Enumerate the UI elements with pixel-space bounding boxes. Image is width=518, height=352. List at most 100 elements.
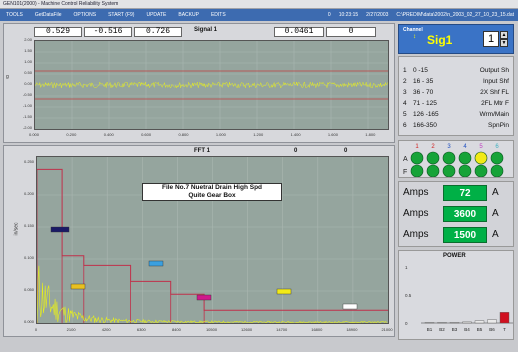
channel-row-number: 6 <box>403 122 407 129</box>
channel-label: Channel <box>403 27 423 33</box>
channel-row-range: 0 -15 <box>413 67 428 74</box>
channel-row-number: 1 <box>403 67 407 74</box>
signal-y-tick: 2.00 <box>24 37 32 42</box>
signal-y-tick: -1.00 <box>22 103 32 108</box>
menu-backup[interactable]: BACKUP <box>178 12 199 18</box>
signal-readout-2: -0.516 <box>84 27 132 37</box>
menu-options[interactable]: OPTIONS <box>73 12 97 18</box>
signal-x-tick: 1.400 <box>290 132 301 137</box>
signal-x-tick: 1.600 <box>327 132 338 137</box>
title-bar: GEN101(2000) - Machine Control Reliabili… <box>0 0 518 9</box>
led-indicator <box>410 151 424 165</box>
led-indicator <box>410 164 424 178</box>
status-area: 0 10:23:15 2/27/2003 C:\PREDIM\data\2002… <box>324 12 518 18</box>
channel-range-table: 1 0 -15 Output Sh 2 16 - 35 Input Shf 3 36 - 70… <box>398 56 514 136</box>
power-panel: POWER 1 0.5 0 B1 B2 B3 B4 B5 B6 T <box>398 250 514 340</box>
channel-selector: Channel ↕ Sig1 1 ▲ ▼ <box>398 24 514 54</box>
fft-y-tick: 0.150 <box>23 223 34 228</box>
fft-x-tick: 12600 <box>241 327 253 332</box>
signal-x-tick: 1.800 <box>365 132 376 137</box>
channel-row-number: 2 <box>403 78 407 85</box>
status-count: 0 <box>327 12 331 18</box>
status-time: 10:23:15 <box>338 12 359 18</box>
signal-ylabel: g <box>6 74 9 80</box>
fft-x-tick: 6300 <box>136 327 146 332</box>
signal-x-tick: 0.800 <box>178 132 189 137</box>
signal-readout-4: 0.0461 <box>274 27 324 37</box>
signal-x-tick: 0.600 <box>141 132 152 137</box>
channel-row-range: 126 -165 <box>413 111 439 118</box>
power-bar-label: B6 <box>489 327 495 332</box>
power-title: POWER <box>443 253 466 259</box>
fft-annotation: File No.7 Nuetral Drain High Spd Quite G… <box>142 183 282 201</box>
spin-down-icon[interactable]: ▼ <box>500 39 508 47</box>
signal-x-tick: 0.000 <box>28 132 39 137</box>
menu-start[interactable]: START (F9) <box>108 12 135 18</box>
amps-label: Amps <box>403 187 429 198</box>
fft-plot: File No.7 Nuetral Drain High Spd Quite G… <box>36 156 389 324</box>
power-chart-svg: 1 0.5 0 B1 B2 B3 B4 B5 B6 T <box>405 265 513 332</box>
led-indicator <box>490 151 504 165</box>
led-indicator <box>490 164 504 178</box>
signal-y-tick: 1.00 <box>24 59 32 64</box>
fft-x-tick: 8400 <box>171 327 181 332</box>
signal-y-tick: 1.50 <box>24 48 32 53</box>
signal-panel: 0.529 -0.516 0.726 Signal 1 0.0461 0 2.0… <box>3 23 395 143</box>
fft-x-tick: 14700 <box>276 327 288 332</box>
amps-value: 1500 <box>443 226 487 243</box>
fft-x-tick: 18900 <box>346 327 358 332</box>
power-bar-label: B3 <box>452 327 458 332</box>
amps-row: Amps 1500 A <box>399 224 513 245</box>
power-y-tick: 0.5 <box>405 293 412 298</box>
power-bar-label: B4 <box>464 327 470 332</box>
status-date: 2/27/2003 <box>366 12 389 18</box>
channel-row: 2 16 - 35 Input Shf <box>399 76 513 87</box>
fft-readout-2: 0 <box>344 148 348 154</box>
led-column-number: 2 <box>431 144 435 150</box>
fft-y-tick: 0.250 <box>23 159 34 164</box>
led-indicator <box>442 164 456 178</box>
signal-readout-3: 0.726 <box>134 27 182 37</box>
amps-unit: A <box>492 229 499 240</box>
fft-band-marker <box>342 303 358 310</box>
power-bar <box>424 322 435 324</box>
amps-panel: Amps 72 A Amps 3600 A Amps 1500 A <box>398 181 514 247</box>
fft-x-tick: 16800 <box>311 327 323 332</box>
fft-spectrum-line <box>36 265 388 324</box>
menu-get-data-file[interactable]: GetDataFile <box>34 12 62 18</box>
power-bar <box>474 320 485 324</box>
power-bar <box>462 321 472 324</box>
channel-row-number: 3 <box>403 89 407 96</box>
channel-row-range: 166-350 <box>413 122 437 129</box>
menu-tools[interactable]: TOOLS <box>6 12 23 18</box>
fft-readout-1: 0 <box>294 148 298 154</box>
fft-y-tick: 0.200 <box>23 191 34 196</box>
fft-x-tick: 0 <box>34 327 38 332</box>
led-row-label: F <box>403 169 407 176</box>
channel-row-number: 5 <box>403 111 407 118</box>
amps-unit: A <box>492 187 499 198</box>
power-bar-label: B5 <box>477 327 483 332</box>
amps-unit: A <box>492 208 499 219</box>
led-column-number: 1 <box>415 144 419 150</box>
fft-x-tick: 21000 <box>381 327 393 332</box>
signal-readout-1: 0.529 <box>34 27 82 37</box>
signal-y-tick: -1.50 <box>22 114 32 119</box>
amps-label: Amps <box>403 229 429 240</box>
menu-edits[interactable]: EDITS <box>210 12 226 18</box>
led-indicator <box>442 151 456 165</box>
amps-row: Amps 72 A <box>399 182 513 203</box>
channel-row: 4 71 - 125 2FL Mtr F <box>399 98 513 109</box>
fft-annotation-line-2: Quite Gear Box <box>188 192 236 199</box>
amps-value: 3600 <box>443 205 487 222</box>
channel-row-label: Output Sh <box>479 67 509 74</box>
power-bar <box>499 312 510 324</box>
spin-up-icon[interactable]: ▲ <box>500 31 508 39</box>
fft-band-marker <box>70 283 86 290</box>
power-bar <box>449 322 460 324</box>
channel-row-number: 4 <box>403 100 407 107</box>
menu-update[interactable]: UPDATE <box>146 12 167 18</box>
led-column-number: 5 <box>479 144 483 150</box>
channel-spin-input[interactable]: 1 <box>483 31 499 47</box>
